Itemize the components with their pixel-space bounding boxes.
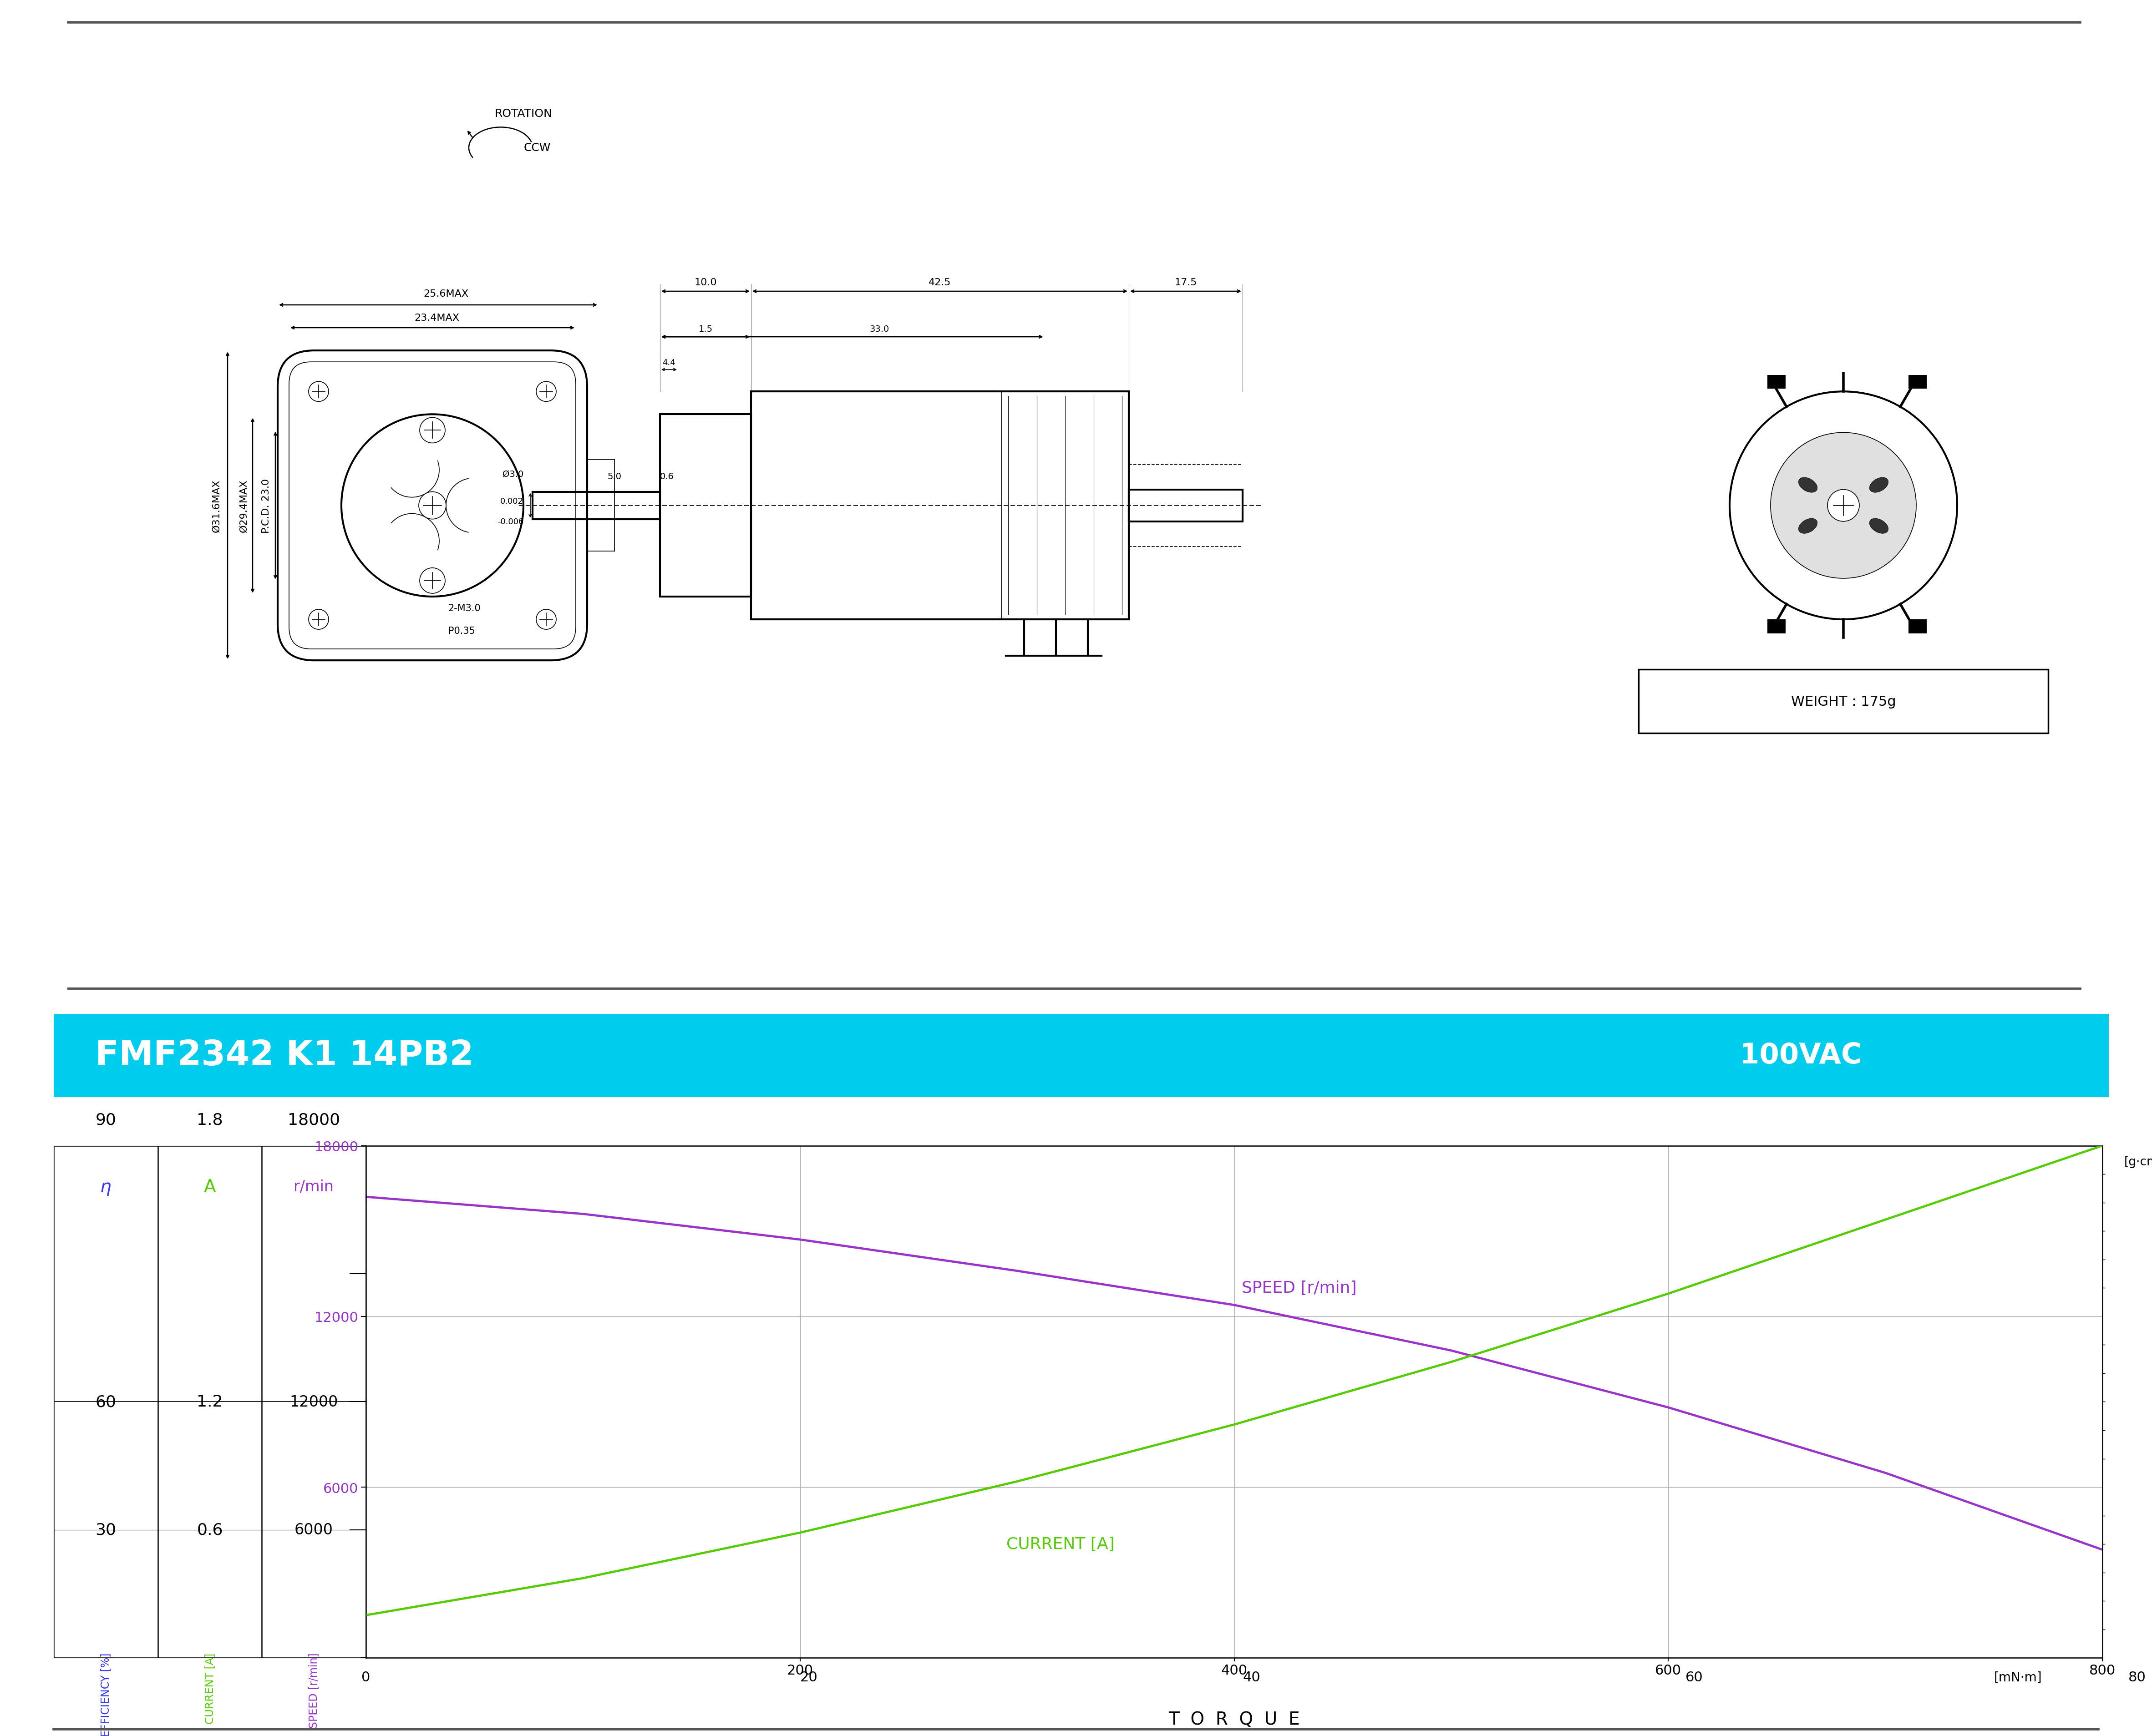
Bar [1001, 392, 1130, 620]
Text: η: η [101, 1179, 112, 1196]
Text: 42.5: 42.5 [930, 278, 951, 286]
Bar [1130, 490, 1242, 521]
Text: SPEED [r/min]: SPEED [r/min] [308, 1653, 318, 1727]
Bar [532, 491, 661, 519]
Text: 12000: 12000 [291, 1394, 338, 1410]
Ellipse shape [1870, 477, 1887, 493]
Text: Ø29.4MAX: Ø29.4MAX [239, 479, 247, 533]
Text: 100VAC: 100VAC [1739, 1042, 1861, 1069]
Text: 0.002: 0.002 [499, 496, 523, 505]
Text: 1.5: 1.5 [699, 325, 712, 333]
Text: A: A [204, 1179, 215, 1196]
Text: 2-M3.0: 2-M3.0 [448, 604, 482, 613]
Text: 30: 30 [95, 1522, 116, 1538]
Ellipse shape [1799, 519, 1816, 533]
Text: 90: 90 [95, 1113, 116, 1127]
Text: FMF2342 K1 14PB2: FMF2342 K1 14PB2 [95, 1038, 473, 1073]
Text: 0.6: 0.6 [661, 472, 674, 481]
Circle shape [420, 568, 445, 594]
Bar [1909, 620, 1926, 634]
Text: EFFICIENCY [%]: EFFICIENCY [%] [101, 1653, 112, 1736]
Text: 6000: 6000 [295, 1522, 334, 1538]
Text: 60: 60 [1685, 1670, 1702, 1684]
Circle shape [1771, 432, 1915, 578]
Bar [1767, 620, 1786, 634]
Text: SPEED [r/min]: SPEED [r/min] [1242, 1279, 1356, 1295]
Text: Ø31.6MAX: Ø31.6MAX [211, 479, 222, 533]
Text: WEIGHT : 175g: WEIGHT : 175g [1790, 694, 1896, 708]
Text: CURRENT [A]: CURRENT [A] [204, 1653, 215, 1724]
Text: CCW: CCW [523, 142, 551, 153]
Bar [1767, 375, 1786, 389]
Text: P0.35: P0.35 [448, 627, 476, 635]
Text: 40: 40 [1242, 1670, 1261, 1684]
Text: -0.006: -0.006 [497, 517, 523, 526]
Text: CURRENT [A]: CURRENT [A] [1007, 1536, 1115, 1552]
Circle shape [536, 382, 555, 401]
Circle shape [536, 609, 555, 630]
Text: 10.0: 10.0 [695, 278, 717, 286]
Circle shape [420, 418, 445, 443]
Bar [751, 392, 1130, 620]
Text: 4.4: 4.4 [663, 359, 676, 366]
Text: 1.2: 1.2 [196, 1394, 224, 1410]
Ellipse shape [1870, 519, 1887, 533]
Text: 80: 80 [2128, 1670, 2146, 1684]
Bar [1909, 375, 1926, 389]
Text: 20: 20 [801, 1670, 818, 1684]
Circle shape [1827, 490, 1859, 521]
Circle shape [308, 609, 329, 630]
Text: [g·cm]: [g·cm] [2124, 1156, 2152, 1168]
Text: r/min: r/min [295, 1179, 334, 1194]
Text: 25.6MAX: 25.6MAX [424, 290, 469, 299]
Text: T  O  R  Q  U  E: T O R Q U E [1169, 1710, 1300, 1727]
Text: 60: 60 [95, 1394, 116, 1410]
Text: 23.4MAX: 23.4MAX [415, 314, 461, 323]
Ellipse shape [1799, 477, 1816, 493]
Text: 0.6: 0.6 [196, 1522, 224, 1538]
Text: P.C.D. 23.0: P.C.D. 23.0 [263, 479, 271, 533]
Text: 0: 0 [362, 1670, 370, 1684]
Text: 17.5: 17.5 [1175, 278, 1197, 286]
Text: 5.0: 5.0 [607, 472, 622, 481]
Circle shape [308, 382, 329, 401]
Bar [661, 415, 751, 597]
Bar [1638, 670, 2049, 734]
Text: Ø3.0: Ø3.0 [501, 470, 523, 479]
Circle shape [420, 491, 445, 519]
Text: [mN·m]: [mN·m] [1995, 1670, 2042, 1684]
Text: 1.8: 1.8 [196, 1113, 224, 1127]
Text: 18000: 18000 [288, 1113, 340, 1127]
Text: ROTATION: ROTATION [495, 108, 553, 120]
Text: 33.0: 33.0 [869, 325, 889, 333]
